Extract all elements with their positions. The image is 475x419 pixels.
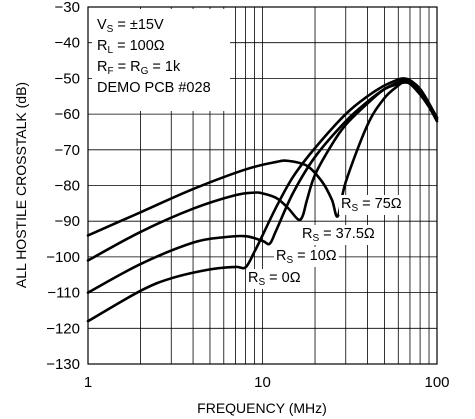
y-tick-label: −40 (55, 35, 80, 52)
series-label-3: RS = 0Ω (248, 270, 301, 288)
x-tick-label: 100 (424, 374, 449, 391)
y-tick-label: −50 (55, 70, 80, 87)
series-label-0: RS = 75Ω (341, 196, 402, 214)
y-tick-label: −110 (47, 285, 80, 302)
y-tick-label: −90 (55, 213, 80, 230)
y-tick-label: −100 (46, 249, 80, 266)
condition-line: RL = 100Ω (97, 38, 165, 56)
y-tick-label: −70 (55, 142, 80, 159)
x-tick-label: 10 (254, 374, 271, 391)
x-tick-label: 1 (84, 374, 92, 391)
y-tick-label: −60 (55, 106, 80, 123)
y-tick-label: −130 (46, 356, 80, 373)
y-tick-label: −30 (55, 0, 80, 16)
y-axis-title: ALL HOSTILE CROSSTALK (dB) (13, 82, 29, 288)
y-tick-label: −120 (46, 320, 80, 337)
y-tick-label: −80 (55, 178, 80, 195)
series-label-2: RS = 10Ω (276, 248, 337, 266)
x-axis-title: FREQUENCY (MHz) (197, 400, 327, 416)
condition-line: DEMO PCB #028 (97, 80, 211, 96)
